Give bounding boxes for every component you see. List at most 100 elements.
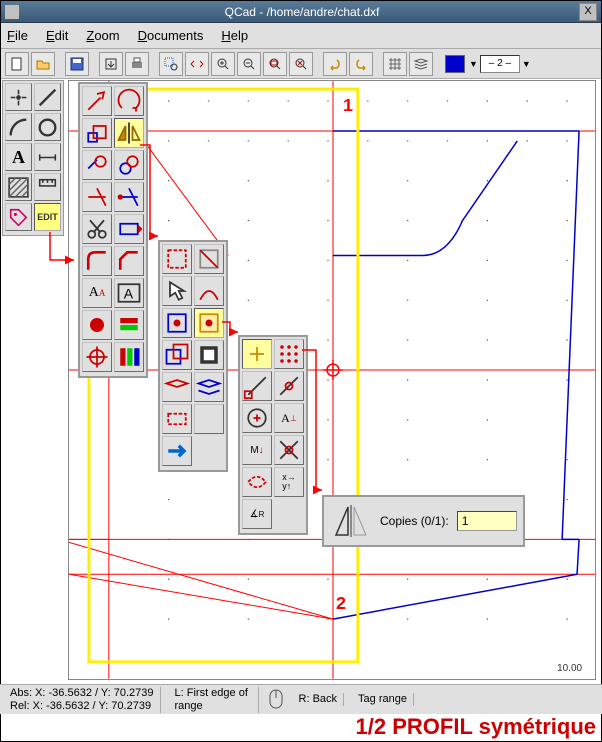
hatch-tool[interactable] <box>5 173 32 201</box>
box-text-tool[interactable]: A <box>114 278 144 308</box>
sel-all-tool[interactable] <box>162 244 192 274</box>
desel-all-tool[interactable] <box>194 244 224 274</box>
snap-int-tool[interactable] <box>274 435 304 465</box>
snap-middle-tool[interactable]: A⊥ <box>274 403 304 433</box>
menu-zoom[interactable]: Zoom <box>86 28 119 43</box>
snap-grid-tool[interactable] <box>274 339 304 369</box>
svg-text:1: 1 <box>343 95 353 115</box>
float-panel-2 <box>158 240 228 472</box>
zoom-in-button[interactable] <box>211 52 235 76</box>
move-rotate-tool[interactable] <box>82 150 112 180</box>
sel-window2-tool[interactable] <box>194 308 224 338</box>
svg-text:10.00: 10.00 <box>557 663 582 674</box>
snap-dist-tool[interactable]: M↓ <box>242 435 272 465</box>
circle-tool[interactable] <box>34 113 61 141</box>
snap-on-tool[interactable] <box>274 371 304 401</box>
mouse-icon <box>267 688 285 712</box>
fillet-tool[interactable] <box>82 246 112 276</box>
props-tool[interactable] <box>114 342 144 372</box>
layers-button[interactable] <box>409 52 433 76</box>
sel-range-tool[interactable] <box>162 404 192 434</box>
close-button[interactable]: X <box>579 3 597 21</box>
titlebar: QCad - /home/andre/chat.dxf X <box>1 1 601 23</box>
sel-invert-tool[interactable] <box>194 340 224 370</box>
zoom-out-button[interactable] <box>237 52 261 76</box>
print-button[interactable] <box>125 52 149 76</box>
svg-text:A: A <box>124 285 134 301</box>
sel-entity-tool[interactable] <box>162 276 192 306</box>
menu-edit[interactable]: Edit <box>46 28 68 43</box>
float-panel-1: AA A <box>78 82 148 378</box>
status-tag: Tag range <box>352 693 414 706</box>
measure-tool[interactable] <box>34 173 61 201</box>
dropdown-arrow-icon[interactable]: ▼ <box>522 59 531 69</box>
open-button[interactable] <box>31 52 55 76</box>
color-swatch[interactable] <box>445 55 465 73</box>
status-coords: Abs: X: -36.5632 / Y: 70.2739 Rel: X: -3… <box>4 687 161 713</box>
arc-tool[interactable] <box>5 113 32 141</box>
copies-input[interactable] <box>457 511 517 531</box>
linetype-selector[interactable]: – 2 – <box>480 55 520 73</box>
trim-tool[interactable] <box>82 182 112 212</box>
move-tool[interactable] <box>82 86 112 116</box>
zoom-auto-button[interactable] <box>185 52 209 76</box>
point-tool[interactable] <box>5 83 32 111</box>
snap-free-tool[interactable] <box>242 339 272 369</box>
snap-center-tool[interactable] <box>242 403 272 433</box>
sel-layer2-tool[interactable] <box>194 372 224 402</box>
layer-tool[interactable] <box>114 310 144 340</box>
line-tool[interactable] <box>34 83 61 111</box>
export-button[interactable] <box>99 52 123 76</box>
trim2-tool[interactable] <box>114 182 144 212</box>
new-button[interactable] <box>5 52 29 76</box>
empty-tool <box>194 404 224 434</box>
menu-file[interactable]: File <box>7 28 28 43</box>
snap-auto-tool[interactable] <box>242 467 272 497</box>
snap-xy-tool[interactable]: x→y↑ <box>274 467 304 497</box>
grid-button[interactable] <box>383 52 407 76</box>
undo-button[interactable] <box>323 52 347 76</box>
sel-layer-tool[interactable] <box>162 372 192 402</box>
tag-tool[interactable] <box>5 203 32 231</box>
text-edit-tool[interactable]: AA <box>82 278 112 308</box>
zoom-pan-button[interactable] <box>263 52 287 76</box>
sel-window-tool[interactable] <box>162 308 192 338</box>
mirror-icon <box>330 503 372 539</box>
zoom-redraw-button[interactable] <box>289 52 313 76</box>
zero-tool[interactable] <box>82 342 112 372</box>
side-toolbox: A EDIT <box>2 80 64 236</box>
stretch-tool[interactable] <box>114 214 144 244</box>
float-panel-3: A⊥ M↓ x→y↑ ∡R <box>238 335 308 535</box>
rotate2-tool[interactable] <box>114 150 144 180</box>
menubar: File Edit Zoom Documents Help <box>1 23 601 49</box>
chamfer-tool[interactable] <box>114 246 144 276</box>
status-hint-left: L: First edge of range <box>169 687 259 713</box>
snap-end-tool[interactable] <box>242 371 272 401</box>
rotate-tool[interactable] <box>114 86 144 116</box>
dimension-tool[interactable] <box>34 143 61 171</box>
svg-text:2: 2 <box>336 593 346 613</box>
continue-arrow[interactable] <box>162 436 192 466</box>
scale-tool[interactable] <box>82 118 112 148</box>
mirror-tool[interactable] <box>114 118 144 148</box>
edit-tool[interactable]: EDIT <box>34 203 61 231</box>
app-icon <box>5 5 19 19</box>
window-title: QCad - /home/andre/chat.dxf <box>25 5 579 19</box>
dropdown-arrow-icon[interactable]: ▼ <box>469 59 478 69</box>
menu-help[interactable]: Help <box>221 28 248 43</box>
overlay-caption: 1/2 PROFIL symétrique <box>0 714 602 742</box>
zoom-window-button[interactable] <box>159 52 183 76</box>
sel-contour-tool[interactable] <box>194 276 224 306</box>
redo-button[interactable] <box>349 52 373 76</box>
cut-tool[interactable] <box>82 214 112 244</box>
text-tool[interactable]: A <box>5 143 32 171</box>
main-toolbar: ▼ – 2 – ▼ <box>1 49 601 79</box>
save-button[interactable] <box>65 52 89 76</box>
delete-tool[interactable] <box>82 310 112 340</box>
menu-documents[interactable]: Documents <box>138 28 204 43</box>
sel-intersect-tool[interactable] <box>162 340 192 370</box>
copies-dialog: Copies (0/1): <box>322 495 525 547</box>
snap-angle-tool[interactable]: ∡R <box>242 499 272 529</box>
status-hint-right: R: Back <box>293 693 345 706</box>
copies-label: Copies (0/1): <box>380 514 449 528</box>
